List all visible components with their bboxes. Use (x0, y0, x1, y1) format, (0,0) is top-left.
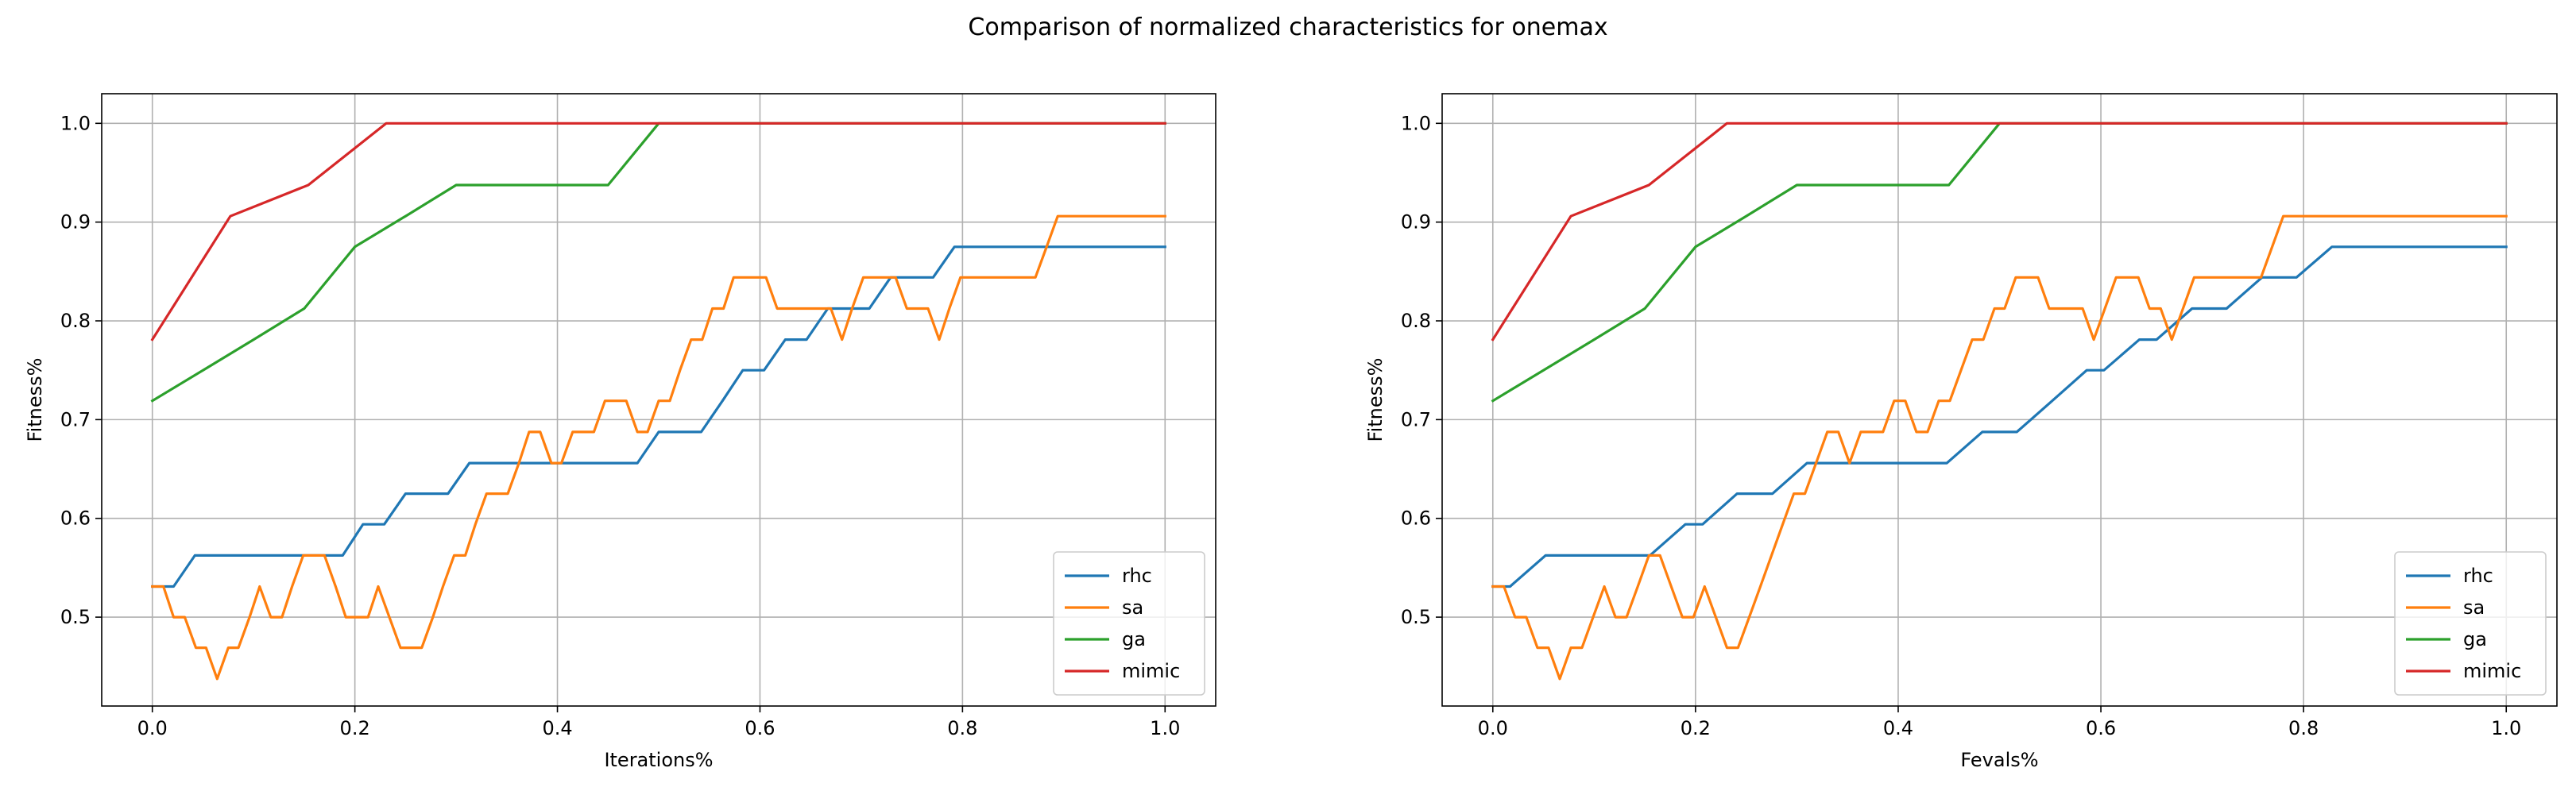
plot-area-frame (101, 93, 1216, 707)
series-line-sa (1491, 214, 2508, 681)
x-tick-label: 0.0 (1478, 717, 1508, 739)
x-tick-label: 1.0 (1150, 717, 1180, 739)
legend-box (2394, 551, 2547, 696)
y-tick-label: 0.8 (1401, 310, 1431, 332)
y-tick-label: 0.5 (1401, 606, 1431, 628)
legend: rhc sa ga mimic (1053, 551, 1205, 696)
y-tick-label: 0.6 (1401, 507, 1431, 530)
legend-label-sa: sa (2463, 596, 2485, 619)
x-tick-label: 1.0 (2491, 717, 2521, 739)
legend-label-ga: ga (1122, 628, 1146, 650)
y-tick-label: 1.0 (1401, 112, 1431, 134)
x-tick-label: 0.8 (2288, 717, 2319, 739)
plot-area-frame (1441, 93, 2558, 707)
y-axis-label: Fitness% (1364, 358, 1387, 442)
x-tick-label: 0.2 (340, 717, 370, 739)
y-tick-label: 0.9 (1401, 211, 1431, 233)
legend-label-ga: ga (2463, 628, 2487, 650)
legend-label-rhc: rhc (1122, 565, 1152, 587)
x-tick-label: 0.6 (2086, 717, 2116, 739)
x-tick-label: 0.4 (542, 717, 572, 739)
x-tick-label: 0.6 (745, 717, 775, 739)
legend-label-mimic: mimic (2463, 660, 2521, 682)
legend: rhc sa ga mimic (2394, 551, 2547, 696)
series-line-mimic (1491, 122, 2508, 341)
y-tick-label: 0.6 (60, 507, 91, 530)
y-axis-label: Fitness% (24, 358, 46, 442)
y-tick-label: 0.9 (60, 211, 91, 233)
y-tick-label: 1.0 (60, 112, 91, 134)
chart-panel-iterations: 0.0 0.2 0.4 0.6 0.8 1.0 0.5 0.6 0.7 0.8 0.9 1.0 Iter… (24, 93, 1216, 771)
x-tick-label: 0.8 (947, 717, 977, 739)
x-axis-label: Fevals% (1960, 749, 2038, 771)
legend-label-sa: sa (1122, 596, 1143, 619)
x-tick-label: 0.2 (1681, 717, 1711, 739)
chart-panel-fevals: 0.0 0.2 0.4 0.6 0.8 1.0 0.5 0.6 0.7 0.8 0.9 1.0 Feva… (1364, 93, 2558, 771)
y-tick-label: 0.7 (60, 408, 91, 430)
figure-suptitle: Comparison of normalized characteristics… (968, 14, 1607, 41)
legend-box (1053, 551, 1205, 696)
series-line-sa (151, 214, 1166, 681)
x-tick-label: 0.0 (137, 717, 168, 739)
series-line-mimic (150, 122, 1166, 341)
y-tick-label: 0.7 (1401, 408, 1431, 430)
series-line-rhc (1491, 245, 2508, 588)
y-tick-label: 0.8 (60, 310, 91, 332)
legend-label-mimic: mimic (1122, 660, 1180, 682)
x-tick-label: 0.4 (1883, 717, 1913, 739)
x-axis-label: Iterations% (604, 749, 713, 771)
y-tick-label: 0.5 (60, 606, 91, 628)
legend-label-rhc: rhc (2463, 565, 2493, 587)
